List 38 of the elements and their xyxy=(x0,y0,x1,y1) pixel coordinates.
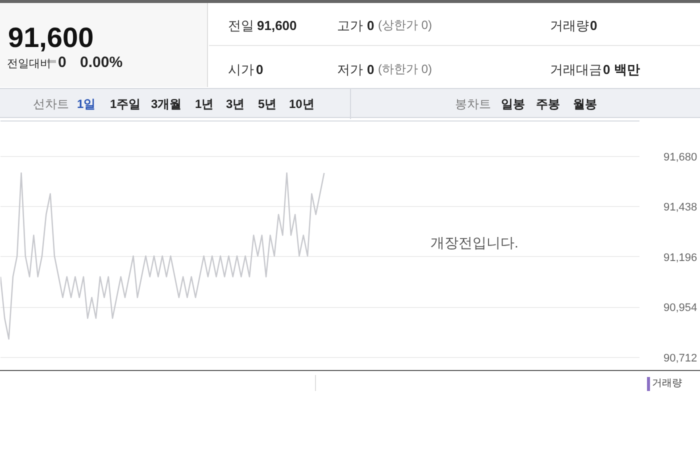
annotation: 개장전입니다. xyxy=(430,234,518,250)
text: 0 xyxy=(590,17,598,35)
text: 91,600 xyxy=(257,17,297,35)
text: 0 xyxy=(256,61,264,79)
y-tick-label: 91,196 xyxy=(664,252,698,264)
text: (상한가 0) xyxy=(378,17,432,34)
line-series xyxy=(0,172,325,340)
text: 선차트 xyxy=(33,96,69,113)
text: 전일대비 xyxy=(7,57,51,72)
text: 전일 xyxy=(228,17,254,35)
y-tick-label: 91,438 xyxy=(664,202,698,214)
text: 거래량 xyxy=(647,377,682,392)
text: (하한가 0) xyxy=(378,61,432,78)
text: 저가 xyxy=(337,61,363,79)
text: 월봉 xyxy=(573,96,597,113)
y-tick-label: 90,954 xyxy=(664,302,698,314)
text: 거래대금 xyxy=(550,61,602,79)
text: 0 xyxy=(367,17,374,35)
text: 3개월 xyxy=(151,96,182,113)
text: 10년 xyxy=(289,96,314,113)
text: 1주일 xyxy=(110,96,141,113)
text: 91,600 xyxy=(8,22,94,53)
text: 3년 xyxy=(226,96,245,113)
text: 1일 xyxy=(77,96,96,113)
text: 0.00% xyxy=(80,53,123,73)
text: 고가 xyxy=(337,17,363,35)
text: 일봉 xyxy=(501,96,525,113)
text: 5년 xyxy=(258,96,277,113)
text: 0 xyxy=(367,61,374,79)
y-tick-label: 90,712 xyxy=(664,352,698,364)
text: 거래량 xyxy=(550,17,589,35)
text: 시가 xyxy=(228,61,254,79)
text: 0 백만 xyxy=(603,61,640,79)
text: 1년 xyxy=(195,96,214,113)
text: 봉차트 xyxy=(455,96,491,113)
text: 0 xyxy=(58,53,66,73)
text: 주봉 xyxy=(536,96,560,113)
y-tick-label: 91,680 xyxy=(664,151,698,164)
